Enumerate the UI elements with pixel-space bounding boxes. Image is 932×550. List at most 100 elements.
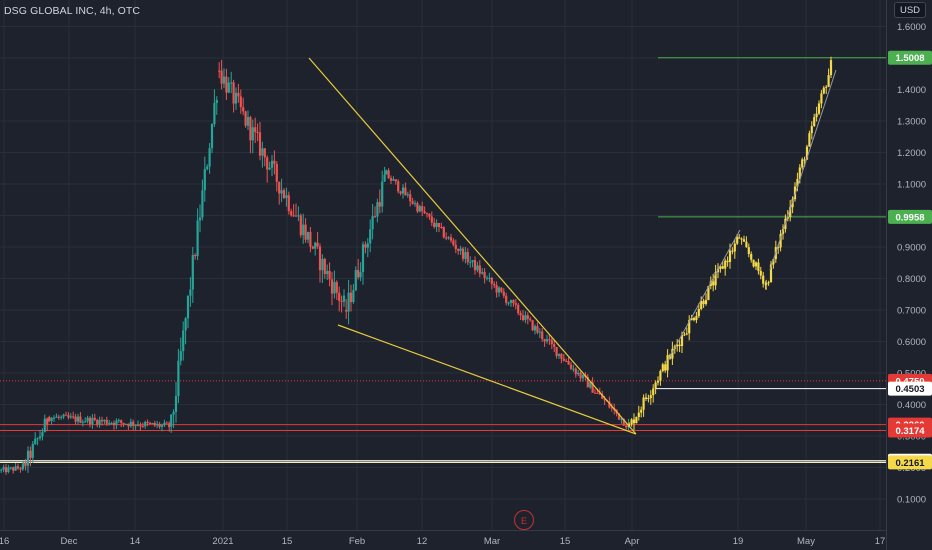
candle-body: [292, 215, 295, 217]
time-axis: [0, 530, 886, 550]
candle-body: [635, 417, 638, 424]
candle-body: [201, 190, 204, 218]
candle-body: [733, 243, 736, 252]
candle-body: [213, 103, 216, 125]
candle-body: [411, 201, 414, 204]
candle-body: [120, 420, 123, 423]
candle-body: [459, 248, 462, 251]
candle-body: [526, 315, 529, 319]
candle-body: [4, 467, 8, 473]
candle-body: [55, 416, 58, 418]
candle-body: [385, 170, 388, 175]
candle-body: [418, 206, 421, 212]
y-tick-label: 0.8000: [897, 274, 926, 285]
candle-body: [79, 416, 82, 423]
candle-body: [361, 244, 365, 273]
candle-body: [275, 164, 278, 182]
candle-body: [349, 292, 353, 303]
candle-body: [129, 421, 132, 427]
candle-body: [704, 299, 708, 305]
candle-body: [728, 250, 732, 262]
candle-body: [34, 438, 37, 444]
candle-body: [38, 436, 42, 439]
candle-body: [108, 423, 111, 425]
candle-body: [345, 310, 348, 312]
candle-body: [659, 371, 662, 381]
candle-body: [680, 334, 684, 347]
price-label-text: 0.2161: [895, 458, 925, 469]
candle-body: [666, 355, 669, 371]
candle-body: [86, 417, 89, 422]
candle-body: [88, 417, 92, 425]
candle-body: [772, 259, 775, 265]
candle-body: [206, 166, 209, 170]
candle-body: [736, 237, 739, 244]
candle-body: [750, 253, 753, 260]
y-tick-label: 1.1000: [897, 180, 926, 191]
candle-body: [401, 187, 405, 194]
candle-body: [589, 382, 592, 388]
candle-body: [541, 331, 544, 340]
candle-body: [165, 422, 168, 424]
candle-body: [416, 203, 419, 212]
candle-body: [316, 242, 319, 247]
candle-body: [369, 229, 372, 244]
candle-body: [683, 334, 686, 336]
candle-body: [62, 414, 65, 417]
candle-body: [740, 238, 743, 240]
earnings-marker-icon[interactable]: E: [514, 510, 534, 530]
candle-body: [500, 287, 503, 292]
candle-body: [697, 308, 700, 316]
rising-trendline-2: [769, 69, 837, 271]
candle-body: [230, 82, 233, 84]
candle-body: [191, 255, 194, 290]
candle-body: [220, 70, 223, 84]
candle-body: [311, 246, 314, 249]
candle-body: [168, 423, 171, 428]
candle-body: [652, 388, 655, 396]
candle-body: [690, 317, 693, 321]
candle-body: [409, 194, 412, 202]
candle-body: [524, 315, 527, 321]
candle-body: [810, 126, 813, 134]
candle-body: [762, 275, 765, 284]
candle-body: [692, 317, 696, 321]
candle-body: [469, 261, 472, 263]
candle-body: [649, 395, 652, 399]
candle-body: [7, 467, 10, 473]
candle-body: [172, 411, 175, 415]
candle-body: [378, 202, 381, 207]
currency-button[interactable]: USD: [894, 2, 926, 18]
candle-body: [290, 211, 293, 216]
candle-body: [222, 76, 226, 84]
x-tick-label: Mar: [484, 536, 500, 547]
candle-body: [74, 416, 77, 422]
price-label-box: [888, 381, 932, 396]
candle-body: [517, 304, 520, 314]
candle-body: [447, 237, 450, 239]
candle-body: [67, 415, 70, 418]
candle-body: [569, 364, 573, 369]
candle-body: [586, 377, 589, 388]
candle-body: [423, 211, 426, 214]
candle-body: [93, 417, 96, 420]
candle-body: [321, 258, 324, 271]
candle-body: [442, 227, 445, 238]
price-label-text: 0.9958: [895, 212, 924, 223]
y-tick-label: 0.6000: [897, 337, 926, 348]
candle-body: [488, 277, 491, 279]
candle-body: [656, 380, 660, 383]
candle-body: [136, 425, 140, 427]
candle-body: [258, 132, 262, 156]
candle-body: [392, 179, 395, 181]
candle-body: [676, 344, 679, 347]
candle-body: [481, 272, 484, 274]
candle-body: [340, 300, 343, 302]
candle-body: [593, 392, 597, 394]
y-tick-label: 1.4000: [897, 85, 926, 96]
candle-body: [425, 213, 429, 215]
candle-body: [394, 179, 397, 182]
candle-body: [48, 417, 51, 421]
